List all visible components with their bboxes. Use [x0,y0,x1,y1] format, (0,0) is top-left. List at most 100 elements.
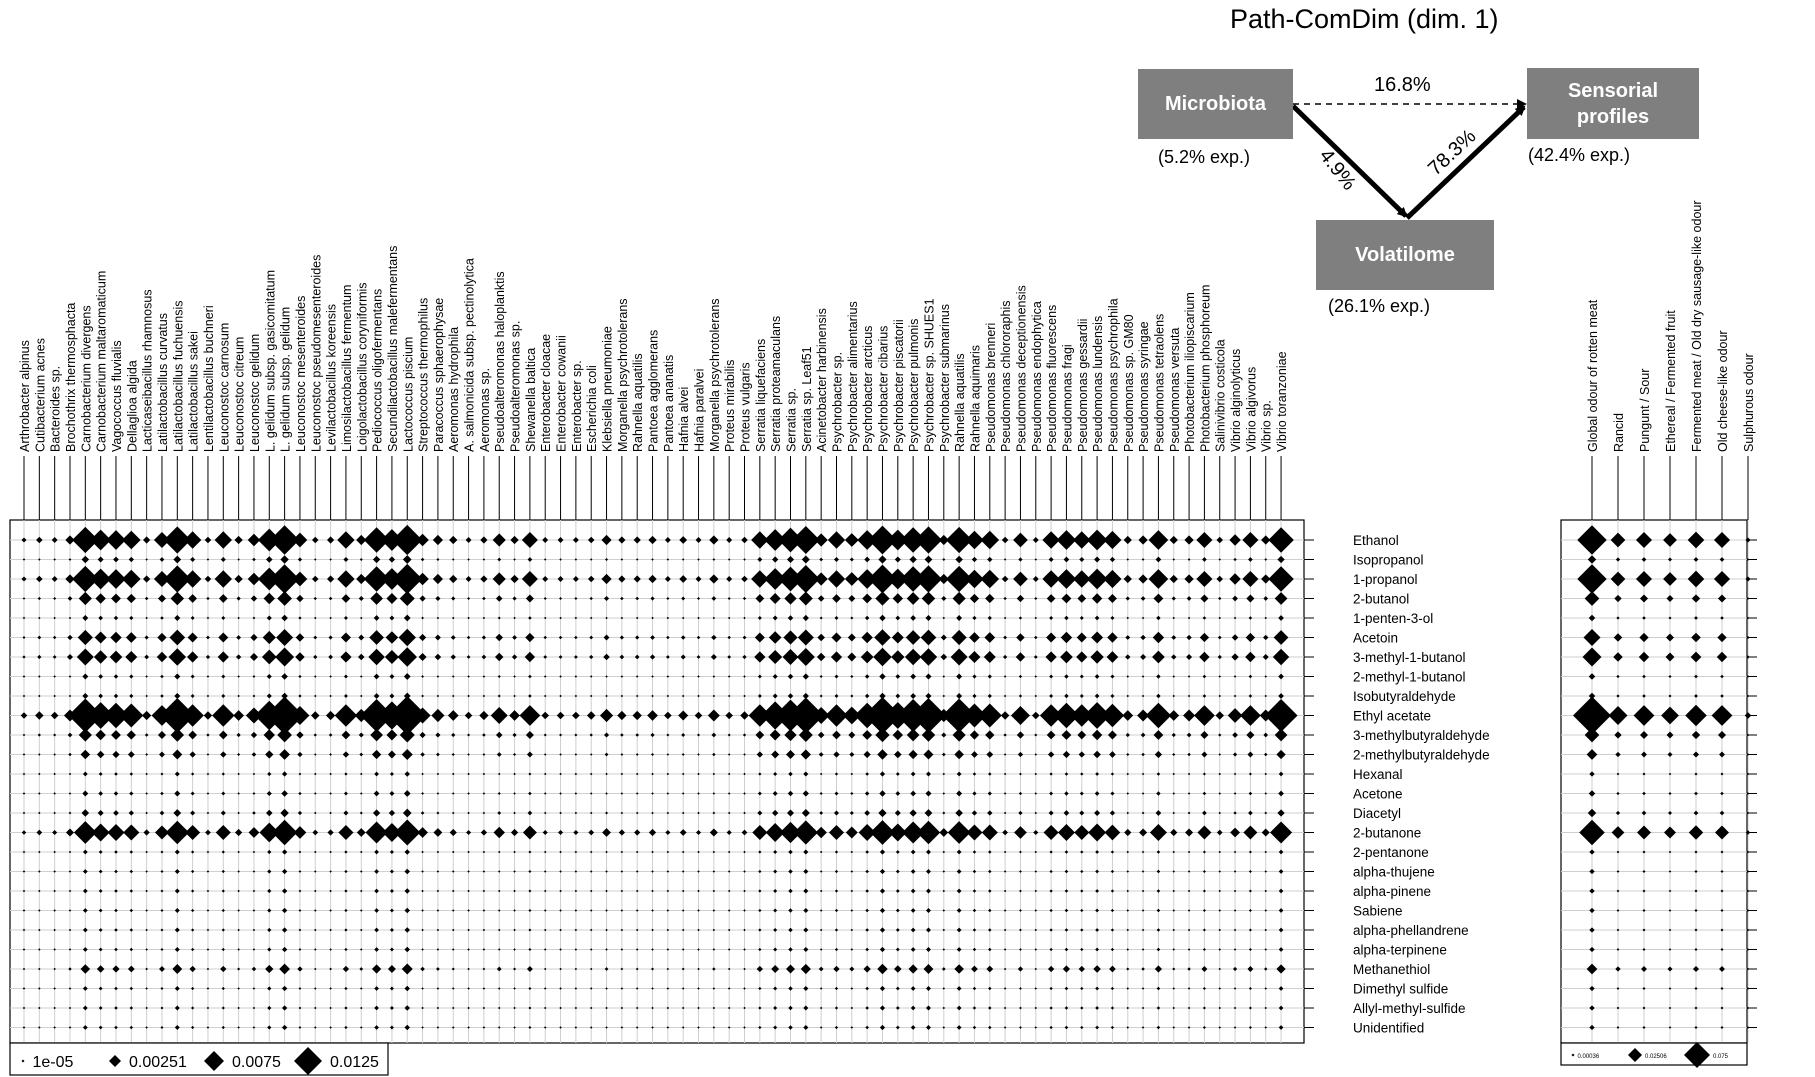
heatmap-cell-diamond [326,575,335,583]
heatmap-cell-diamond [1248,1026,1252,1029]
heatmap-cell-diamond [1615,557,1621,562]
heatmap-cell-diamond [1243,825,1258,840]
heatmap-cell-diamond [1033,655,1038,659]
heatmap-cell-diamond [544,967,547,971]
heatmap-cell-diamond [651,675,654,678]
column-label: Rancid [1612,413,1626,452]
heatmap-cell-diamond [22,987,26,990]
heatmap-cell-diamond [513,987,516,990]
heatmap-cell-diamond [329,616,332,620]
heatmap-cell-diamond [1126,948,1129,951]
heatmap-cell-diamond [1109,556,1116,563]
heatmap-cell-diamond [605,772,608,776]
column-label: Pungunt / Sour [1638,369,1652,452]
heatmap-cell-diamond [1588,614,1596,622]
heatmap-cell-diamond [371,749,382,760]
heatmap-cell-diamond [1233,811,1237,815]
heatmap-cell-diamond [237,850,240,854]
heatmap-cell-diamond [191,889,195,893]
heatmap-cell-diamond [482,753,486,756]
heatmap-cell-diamond [159,810,165,816]
heatmap-cell-diamond [524,651,536,663]
heatmap-cell-diamond [1003,889,1007,893]
heatmap-cell-diamond [329,558,332,561]
heatmap-cell-diamond [329,811,332,815]
heatmap-cell-diamond [129,869,134,874]
heatmap-cell-diamond [1720,694,1724,698]
heatmap-cell-diamond [190,674,195,679]
heatmap-cell-diamond [544,616,547,620]
heatmap-cell-diamond [1616,694,1620,698]
heatmap-cell-diamond [1278,986,1284,991]
heatmap-cell-diamond [814,572,828,586]
heatmap-cell-diamond [1172,928,1175,932]
column-label: Levilactobacillus koreensis [325,304,339,452]
heatmap-cell-diamond [1187,870,1191,873]
heatmap-cell-diamond [635,733,640,737]
heatmap-cell-diamond [528,889,532,893]
heatmap-cell-diamond [742,635,747,640]
heatmap-cell-diamond [697,772,700,776]
heatmap-cell-diamond [786,809,795,817]
heatmap-cell-diamond [755,730,765,740]
heatmap-cell-diamond [344,1006,348,1010]
heatmap-cell-diamond [1172,675,1175,678]
heatmap-cell-diamond [53,909,56,912]
column-label: Dellaglioa algida [125,360,139,452]
heatmap-cell-diamond [850,694,854,698]
heatmap-cell-diamond [664,537,671,543]
heatmap-cell-diamond [129,1025,134,1030]
heatmap-cell-diamond [1106,651,1119,663]
heatmap-cell-diamond [526,751,533,758]
heatmap-cell-diamond [850,616,854,620]
heatmap-cell-diamond [421,694,424,698]
heatmap-cell-diamond [190,810,196,816]
heatmap-cell-diamond [1278,790,1284,797]
heatmap-cell-diamond [832,594,841,603]
heatmap-cell-diamond [497,675,501,678]
heatmap-cell-diamond [38,616,41,620]
heatmap-cell-diamond [145,889,148,893]
heatmap-cell-diamond [1276,964,1286,974]
heatmap-cell-diamond [1687,570,1705,588]
heatmap-cell-diamond [368,648,385,666]
heatmap-cell-diamond [1156,869,1161,874]
heatmap-cell-diamond [1248,772,1252,776]
heatmap-cell-diamond [1233,948,1237,951]
heatmap-cell-diamond [82,947,88,952]
heatmap-cell-diamond [864,810,870,816]
heatmap-cell-diamond [1003,753,1007,756]
heatmap-cell-diamond [1125,654,1131,660]
heatmap-cell-diamond [1079,674,1084,679]
heatmap-cell-diamond [314,1006,317,1010]
heatmap-cell-diamond [114,986,118,991]
heatmap-cell-diamond [1664,826,1676,839]
heatmap-cell-diamond [951,629,967,646]
heatmap-cell-diamond [742,733,747,737]
heatmap-cell-diamond [1187,850,1191,854]
heatmap-cell-diamond [22,909,26,912]
heatmap-cell-diamond [98,986,103,991]
heatmap-cell-diamond [544,675,547,678]
heatmap-cell-diamond [206,928,210,932]
heatmap-cell-diamond [1263,596,1269,601]
heatmap-cell-diamond [250,595,258,602]
heatmap-cell-diamond [727,909,731,912]
heatmap-cell-diamond [1107,730,1117,740]
heatmap-cell-diamond [1642,674,1646,679]
heatmap-cell-diamond [681,616,685,620]
heatmap-cell-diamond [1010,706,1030,725]
heatmap-cell-diamond [329,675,332,678]
heatmap-cell-diamond [452,772,455,776]
heatmap-cell-diamond [666,987,670,990]
heatmap-cell-diamond [1034,558,1037,561]
heatmap-cell-diamond [757,694,762,698]
heatmap-cell-diamond [620,694,624,698]
heatmap-cell-diamond [1278,771,1284,777]
heatmap-cell-diamond [1194,705,1215,726]
heatmap-cell-diamond [480,536,488,544]
heatmap-cell-diamond [526,966,533,972]
heatmap-cell-diamond [858,823,876,842]
heatmap-cell-diamond [114,928,118,932]
heatmap-cell-diamond [1642,791,1646,796]
